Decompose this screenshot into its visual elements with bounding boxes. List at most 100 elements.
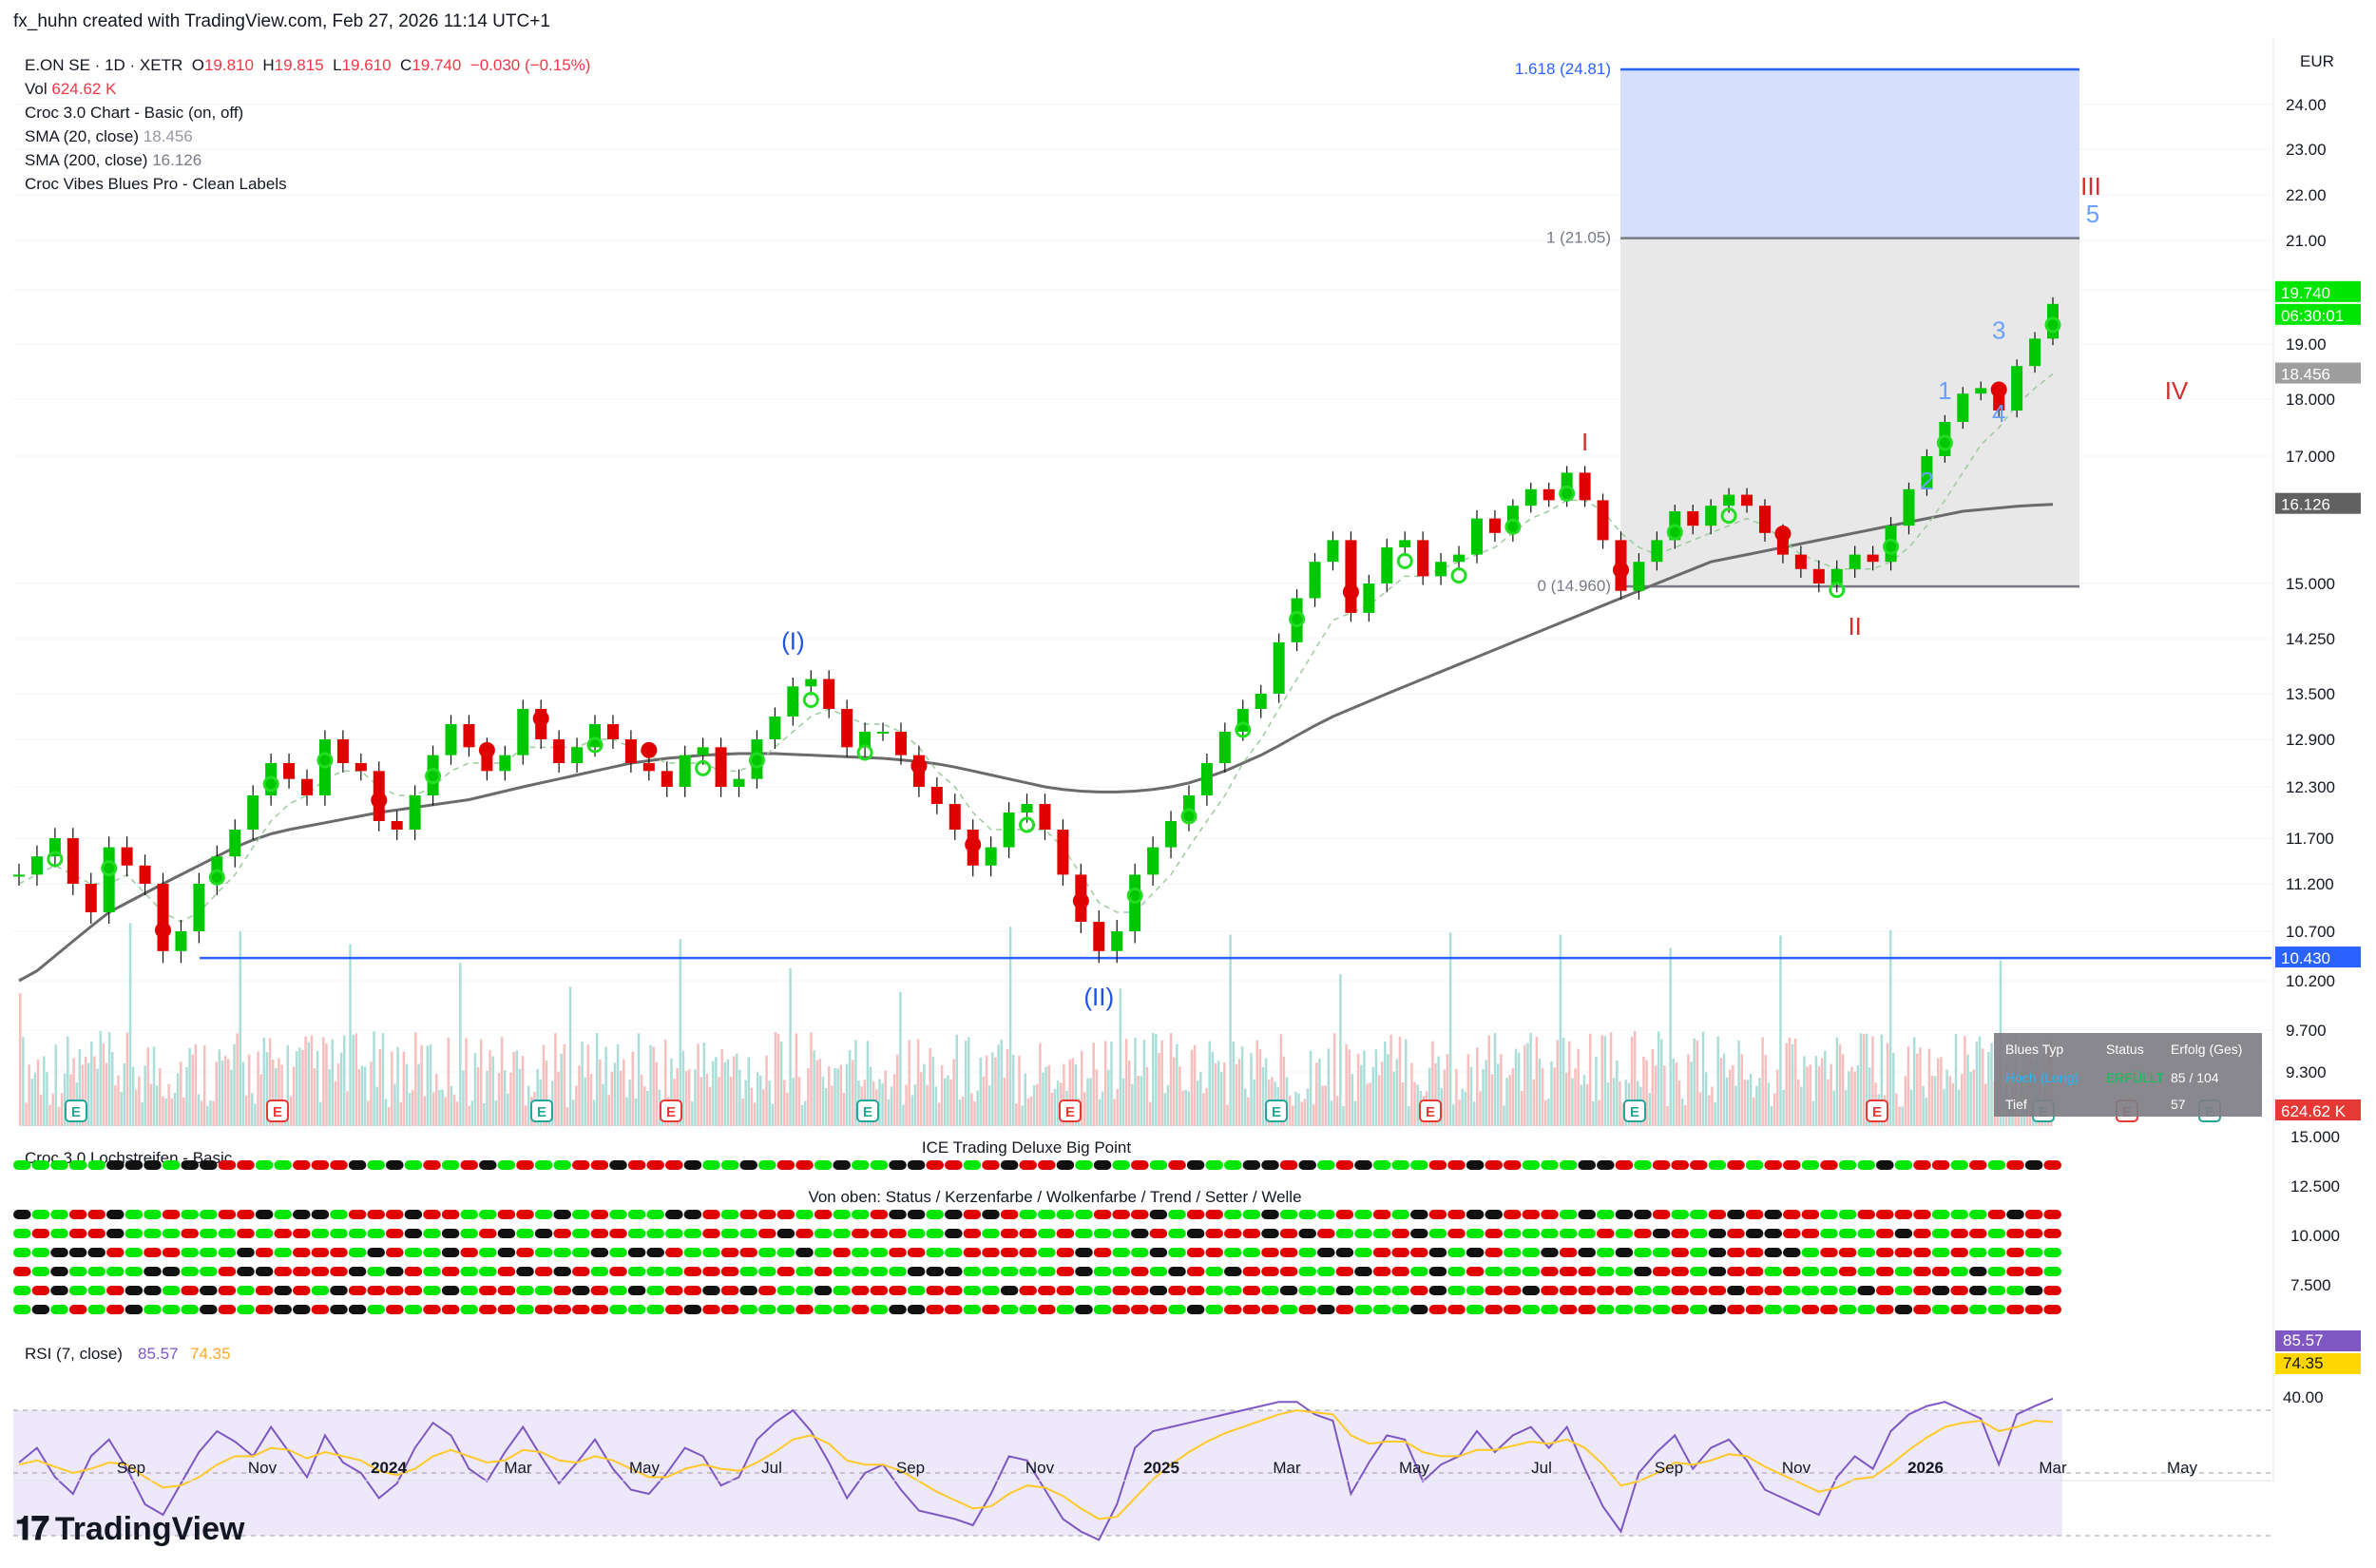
strip-segment (2043, 1160, 2061, 1170)
strip-segment (1708, 1267, 1727, 1276)
volume-bar (607, 1095, 610, 1126)
volume-bar (1279, 1034, 1283, 1126)
strip-segment (852, 1305, 870, 1314)
strip-segment (293, 1267, 311, 1276)
strip-segment (776, 1160, 795, 1170)
strip-segment (255, 1305, 274, 1314)
strip-segment (889, 1267, 907, 1276)
price-axis-tick: 24.00 (2286, 96, 2327, 114)
candle-body (1794, 554, 1807, 569)
strip-segment (1205, 1286, 1223, 1295)
strip-segment (1931, 1248, 1950, 1257)
signal-marker (910, 757, 928, 774)
strip-segment (1559, 1248, 1578, 1257)
volume-bar (78, 1049, 82, 1126)
volume-bar (1101, 1091, 1104, 1126)
strip-segment (833, 1248, 851, 1257)
volume-bar (378, 1048, 382, 1126)
strip-segment (852, 1286, 870, 1295)
time-axis-tick: Sep (1655, 1459, 1683, 1477)
strip-segment (627, 1267, 646, 1276)
legend-ohlc[interactable]: E.ON SE · 1D · XETR O19.810 H19.815 L19.… (25, 53, 590, 77)
volume-bar (987, 1085, 991, 1126)
strip-segment (852, 1160, 870, 1170)
strip-segment (1876, 1229, 1894, 1238)
strip-segment (553, 1160, 571, 1170)
volume-bar (1975, 1041, 1979, 1126)
volume-bar (613, 1062, 617, 1126)
strip-segment (1913, 1160, 1931, 1170)
volume-bar (1315, 1062, 1318, 1126)
strip-segment (1317, 1160, 1335, 1170)
strip-segment (1876, 1267, 1894, 1276)
volume-bar (1342, 1106, 1345, 1126)
strip-segment (1261, 1267, 1279, 1276)
strip-segment (758, 1210, 776, 1219)
legend-indicator-sma20[interactable]: SMA (20, close) 18.456 (25, 124, 590, 148)
earnings-marker-text: E (1426, 1104, 1435, 1120)
volume-bar (215, 1061, 218, 1126)
volume-bar (1514, 1048, 1518, 1126)
legend-indicator-sma200[interactable]: SMA (200, close) 16.126 (25, 148, 590, 172)
volume-bar (1806, 1066, 1809, 1126)
volume-bar (929, 1048, 931, 1126)
strip-segment (776, 1286, 795, 1295)
strip-segment (441, 1267, 460, 1276)
candle-body (642, 763, 655, 772)
strip-segment (1149, 1160, 1168, 1170)
strip-segment (720, 1210, 739, 1219)
legend-indicator-blues[interactable]: Croc Vibes Blues Pro - Clean Labels (25, 175, 287, 193)
strip-segment (479, 1210, 497, 1219)
volume-bar (197, 1094, 201, 1126)
volume-bar (1909, 1089, 1913, 1126)
legend-symbol[interactable]: E.ON SE · 1D · XETR (25, 56, 183, 74)
strip-segment (1056, 1210, 1075, 1219)
strip-segment (31, 1267, 50, 1276)
strip-segment (926, 1210, 944, 1219)
strip-segment (1428, 1267, 1447, 1276)
volume-bar (1722, 1053, 1726, 1126)
signal-marker (1666, 524, 1683, 541)
strip-segment (1186, 1160, 1205, 1170)
strip-segment (1354, 1286, 1372, 1295)
strip-segment (1727, 1286, 1745, 1295)
strip-segment (2043, 1286, 2061, 1295)
rsi-axis-tick: 40.00 (2283, 1388, 2324, 1406)
strip-segment (907, 1248, 926, 1257)
strip-segment (1019, 1267, 1037, 1276)
strip-segment (1764, 1286, 1782, 1295)
strip-segment (1820, 1160, 1838, 1170)
volume-bar (1095, 1069, 1099, 1126)
brand-footer[interactable]: 𝟏𝟕 TradingView (15, 1511, 244, 1548)
signal-marker (101, 860, 118, 877)
strip-segment (1075, 1286, 1093, 1295)
volume-bar (1437, 1056, 1440, 1126)
price-tag-box (2275, 492, 2361, 514)
price-axis-tick: 11.700 (2286, 830, 2334, 848)
strip-segment (720, 1286, 739, 1295)
volume-bar (54, 1044, 58, 1126)
legend-low-label: L (333, 56, 342, 74)
strip-segment (1485, 1286, 1503, 1295)
strip-segment (1019, 1229, 1037, 1238)
volume-bar (144, 1065, 146, 1126)
strip-segment (200, 1160, 218, 1170)
volume-bar (271, 1060, 275, 1126)
strip-segment (1504, 1267, 1522, 1276)
strip-segment (1541, 1210, 1559, 1219)
strip-segment (1559, 1210, 1578, 1219)
candle-body (283, 763, 296, 779)
strip-segment (1745, 1305, 1764, 1314)
candle-body (1147, 847, 1159, 875)
legend-volume[interactable]: Vol 624.62 K (25, 77, 590, 101)
volume-bar (691, 1101, 694, 1126)
candle-body (121, 847, 133, 866)
volume-bar (149, 1083, 153, 1126)
volume-bar (1261, 1066, 1265, 1126)
strip-segment (665, 1210, 683, 1219)
strip-segment (516, 1305, 534, 1314)
volume-bar (429, 1044, 432, 1126)
volume-bar (1978, 1036, 1982, 1126)
legend-indicator-croc[interactable]: Croc 3.0 Chart - Basic (on, off) (25, 104, 244, 122)
